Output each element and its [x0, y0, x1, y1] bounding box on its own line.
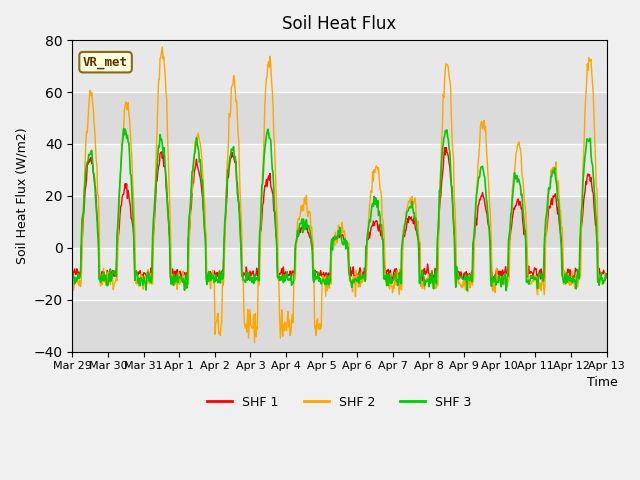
SHF 3: [68, 274, 76, 279]
SHF 3: [78, 216, 86, 222]
Bar: [72, 92, 607, 144]
SHF 2: [406, 199, 413, 205]
SHF 2: [188, 190, 196, 196]
SHF 3: [188, 169, 196, 175]
SHF 1: [565, 279, 573, 285]
SHF 2: [159, 44, 166, 50]
SHF 3: [120, 126, 127, 132]
SHF 2: [78, 252, 86, 258]
SHF 2: [216, 333, 224, 338]
SHF 1: [78, 239, 86, 244]
X-axis label: Time: Time: [586, 376, 618, 389]
Legend: SHF 1, SHF 2, SHF 3: SHF 1, SHF 2, SHF 3: [202, 391, 477, 414]
SHF 3: [603, 274, 611, 279]
SHF 2: [133, 281, 141, 287]
SHF 1: [133, 270, 141, 276]
SHF 3: [216, 280, 224, 286]
SHF 3: [134, 278, 141, 284]
SHF 3: [420, 283, 428, 289]
Text: VR_met: VR_met: [83, 56, 128, 69]
Bar: [72, 300, 607, 351]
SHF 1: [404, 220, 412, 226]
SHF 3: [502, 288, 510, 293]
SHF 3: [405, 205, 413, 211]
SHF 1: [603, 271, 611, 277]
Title: Soil Heat Flux: Soil Heat Flux: [282, 15, 397, 33]
Line: SHF 3: SHF 3: [72, 129, 607, 290]
SHF 1: [442, 144, 450, 150]
SHF 1: [216, 271, 223, 276]
SHF 1: [188, 204, 195, 210]
SHF 2: [68, 277, 76, 283]
Bar: [72, 196, 607, 248]
Y-axis label: Soil Heat Flux (W/m2): Soil Heat Flux (W/m2): [15, 128, 28, 264]
Line: SHF 1: SHF 1: [72, 147, 607, 282]
SHF 1: [68, 269, 76, 275]
Line: SHF 2: SHF 2: [72, 47, 607, 343]
SHF 2: [251, 340, 259, 346]
SHF 2: [603, 275, 611, 280]
SHF 2: [422, 276, 429, 282]
SHF 1: [420, 266, 428, 272]
